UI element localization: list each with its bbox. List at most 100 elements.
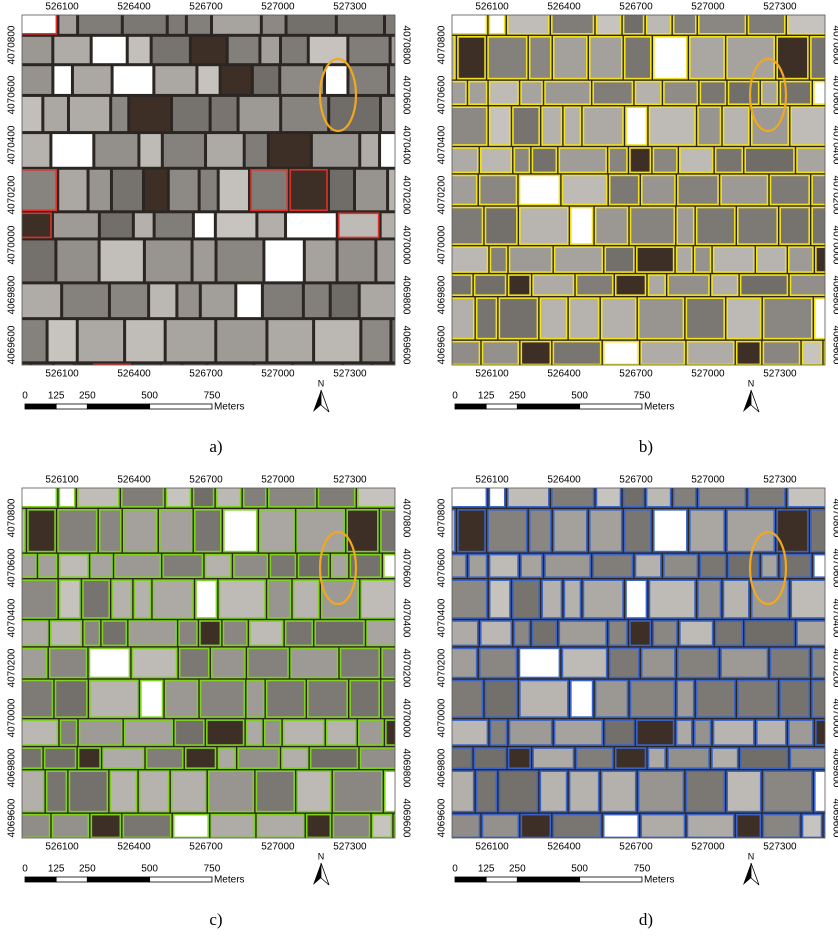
parcel xyxy=(482,815,518,838)
parcel xyxy=(480,175,517,204)
parcel xyxy=(212,97,237,131)
parcel xyxy=(257,815,303,838)
y-tick-label-left: 4069800 xyxy=(437,748,448,787)
parcel xyxy=(313,134,358,167)
parcel xyxy=(533,748,573,768)
parcel xyxy=(207,134,243,167)
parcel xyxy=(577,275,613,295)
parcel xyxy=(605,247,634,272)
parcel xyxy=(521,82,542,105)
parcel xyxy=(552,486,594,507)
parcel xyxy=(570,771,599,811)
parcel xyxy=(83,580,109,618)
parcel xyxy=(637,247,674,272)
scale-label: 0 xyxy=(22,391,28,402)
parcel xyxy=(211,815,254,838)
parcel xyxy=(110,771,136,811)
parcel xyxy=(52,134,92,167)
parcel xyxy=(542,107,561,145)
parcel xyxy=(248,648,288,677)
x-tick-label-top: 526700 xyxy=(189,475,223,486)
parcel xyxy=(631,680,675,717)
parcel xyxy=(490,580,510,618)
y-tick-label-right: 4070800 xyxy=(400,26,411,65)
parcel xyxy=(349,37,388,63)
parcel xyxy=(721,648,767,677)
parcel xyxy=(284,720,324,745)
parcel xyxy=(250,621,283,645)
parcel xyxy=(84,621,99,645)
panel-label: b) xyxy=(639,437,653,456)
parcel xyxy=(153,580,193,618)
y-tick-label-left: 4070800 xyxy=(437,25,448,64)
parcel xyxy=(338,13,383,34)
x-tick-label-bottom: 526100 xyxy=(475,369,509,380)
y-tick-label-right: 4069800 xyxy=(830,749,838,788)
parcel xyxy=(485,207,516,244)
parcel xyxy=(381,134,403,167)
y-tick-label-right: 4070800 xyxy=(400,499,411,538)
parcel xyxy=(530,510,551,552)
parcel xyxy=(519,175,559,204)
north-label: N xyxy=(318,378,325,388)
parcel xyxy=(125,720,173,745)
parcel xyxy=(610,175,639,204)
scale-unit: Meters xyxy=(644,875,675,886)
y-tick-label-right: 4069600 xyxy=(400,326,411,365)
x-tick-label-bottom: 526400 xyxy=(117,369,151,380)
parcel xyxy=(134,580,150,618)
parcel xyxy=(443,342,479,365)
scale-segment xyxy=(150,877,212,882)
parcel xyxy=(521,555,542,578)
parcel xyxy=(358,486,404,507)
x-tick-label-bottom: 527000 xyxy=(691,369,725,380)
parcel xyxy=(169,13,185,34)
y-tick-label-left: 4070000 xyxy=(7,698,18,737)
parcel xyxy=(545,82,590,105)
parcel xyxy=(264,284,302,317)
parcel xyxy=(63,284,108,317)
parcel xyxy=(195,213,214,237)
parcel xyxy=(489,486,504,507)
parcel xyxy=(664,82,697,105)
y-tick-label-right: 4070000 xyxy=(830,699,838,738)
y-tick-label-right: 4070800 xyxy=(830,499,838,538)
x-tick-label-top: 526100 xyxy=(475,2,509,13)
parcel xyxy=(699,13,746,34)
parcel xyxy=(553,815,600,838)
parcel xyxy=(60,555,89,578)
parcel xyxy=(443,815,479,838)
parcel xyxy=(639,298,684,338)
parcel xyxy=(489,13,504,34)
north-arrow xyxy=(321,863,329,885)
parcel xyxy=(44,97,67,131)
parcel xyxy=(269,486,316,507)
parcel xyxy=(499,771,537,811)
parcel xyxy=(562,175,606,204)
parcel xyxy=(790,748,830,768)
panel-label: c) xyxy=(209,910,222,929)
parcel xyxy=(686,771,724,811)
parcel xyxy=(202,284,234,317)
parcel xyxy=(700,82,725,105)
parcel xyxy=(198,66,218,94)
y-tick-label-right: 4070600 xyxy=(830,549,838,588)
parcel xyxy=(542,580,561,618)
parcel xyxy=(639,771,684,811)
x-tick-label-top: 527000 xyxy=(691,475,725,486)
y-tick-label-right: 4069800 xyxy=(400,749,411,788)
y-tick-label-left: 4070800 xyxy=(437,498,448,537)
parcel xyxy=(59,486,74,507)
y-tick-label-right: 4069600 xyxy=(830,326,838,365)
scale-segment xyxy=(56,877,87,882)
parcel xyxy=(728,82,758,105)
x-tick-label-top: 526400 xyxy=(547,2,581,13)
parcel xyxy=(267,680,305,717)
parcel xyxy=(114,66,153,94)
parcel xyxy=(164,134,204,167)
north-arrow xyxy=(313,863,321,885)
parcel xyxy=(677,247,692,272)
parcel xyxy=(247,720,262,745)
parcel xyxy=(52,815,88,838)
parcel xyxy=(194,486,214,507)
